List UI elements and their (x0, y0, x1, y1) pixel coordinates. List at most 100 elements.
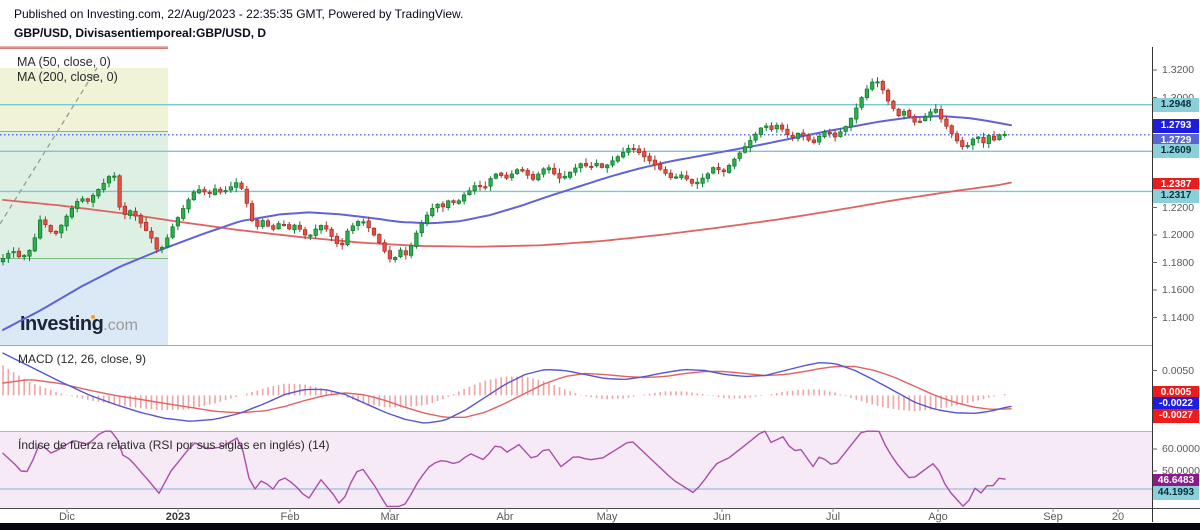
candle-body (302, 229, 308, 236)
candle-body (16, 250, 22, 258)
candle-body (170, 226, 175, 238)
candle-body (472, 185, 477, 192)
price-tick-label: 1.1600 (1162, 284, 1195, 296)
candle-body (912, 116, 917, 123)
candle-body (992, 135, 997, 141)
candle-body (488, 178, 493, 187)
candle-body (864, 88, 870, 98)
candle-body (562, 175, 567, 179)
candle-body (986, 135, 991, 144)
candle-body (732, 158, 737, 167)
candle-body (419, 222, 424, 234)
candle-body (101, 182, 106, 190)
candle-body (880, 81, 885, 91)
ma-legend: MA (50, close, 0) MA (200, close, 0) (17, 55, 118, 85)
ma50-legend-label[interactable]: MA (50, close, 0) (17, 55, 111, 69)
candle-body (393, 256, 398, 260)
candle-body (340, 242, 345, 246)
series-line (2, 352, 1012, 424)
candle-body (658, 163, 663, 170)
candle-body (552, 167, 557, 175)
candle-body (181, 208, 186, 219)
value-badge: -0.0022 (1153, 397, 1199, 411)
candle-body (6, 253, 11, 259)
candle-body (663, 169, 668, 174)
candle-body (610, 160, 615, 166)
macd-panel-label[interactable]: MACD (12, 26, close, 9) (18, 352, 147, 366)
candle-body (212, 188, 218, 195)
time-tick-label: 2023 (165, 511, 191, 523)
candle-body (509, 173, 514, 179)
candle-body (149, 230, 154, 239)
candle-body (848, 118, 854, 128)
candle-body (138, 214, 143, 224)
candle-body (350, 225, 355, 231)
time-tick-label: Sep (1043, 511, 1063, 523)
ma200-legend-label[interactable]: MA (200, close, 0) (17, 70, 118, 84)
zone-band[interactable] (0, 258, 168, 346)
candle-body (38, 219, 43, 239)
time-tick-label: Mar (380, 511, 400, 523)
candle-body (318, 224, 324, 231)
candle-body (467, 190, 472, 196)
candle-body (589, 165, 594, 168)
candle-body (780, 124, 785, 130)
rsi-panel-bg (0, 432, 1152, 508)
candle-body (260, 220, 265, 227)
candle-body (954, 133, 960, 142)
candle-body (960, 140, 965, 148)
candle-body (817, 135, 822, 143)
candle-body (859, 97, 864, 108)
candle-body (594, 162, 599, 167)
candle-body (811, 139, 817, 143)
value-badge: 1.2317 (1153, 189, 1199, 203)
candle-body (933, 108, 938, 113)
candle-body (827, 132, 832, 135)
zone-band[interactable] (0, 131, 168, 259)
time-tick-label: Abr (496, 511, 514, 523)
logo-orange-dot-icon (91, 315, 95, 319)
candle-body (456, 200, 461, 204)
candle-body (334, 235, 340, 245)
candle-body (621, 152, 626, 158)
candle-body (1002, 133, 1007, 136)
candle-body (700, 177, 705, 184)
candle-body (377, 234, 382, 244)
candle-body (128, 210, 133, 216)
candle-body (345, 230, 350, 246)
candle-body (255, 219, 260, 227)
candle-body (234, 182, 239, 188)
candle-body (424, 214, 430, 224)
candle-body (202, 189, 207, 193)
candle-body (928, 111, 933, 118)
candle-body (573, 167, 578, 173)
candle-body (207, 191, 212, 194)
candle-body (737, 152, 742, 159)
candle-body (711, 167, 716, 174)
candle-body (398, 249, 403, 258)
candle-body (408, 245, 414, 256)
candle-body (85, 198, 90, 202)
macd-tick-label: 0.0050 (1162, 365, 1195, 377)
zone-band[interactable] (0, 68, 168, 131)
value-badge: 1.2948 (1153, 97, 1199, 112)
rsi-panel-label[interactable]: Índice de fuerza relativa (RSI por sus s… (18, 438, 330, 452)
candle-body (159, 247, 165, 250)
trendline[interactable] (0, 67, 98, 225)
candle-body (753, 133, 758, 141)
value-badge: -0.0027 (1153, 409, 1199, 423)
candle-body (833, 132, 838, 138)
time-tick-label: 20 (1111, 511, 1125, 523)
candle-body (366, 220, 371, 229)
time-tick-label: Jul (825, 511, 841, 523)
candle-body (896, 108, 901, 117)
candle-body (689, 179, 695, 184)
candle-body (748, 140, 753, 149)
candle-body (981, 136, 986, 144)
candle-body (281, 223, 287, 226)
candle-body (271, 225, 276, 230)
logo-brand-text: Investing (20, 313, 104, 335)
price-tick-label: 1.3200 (1162, 64, 1195, 76)
